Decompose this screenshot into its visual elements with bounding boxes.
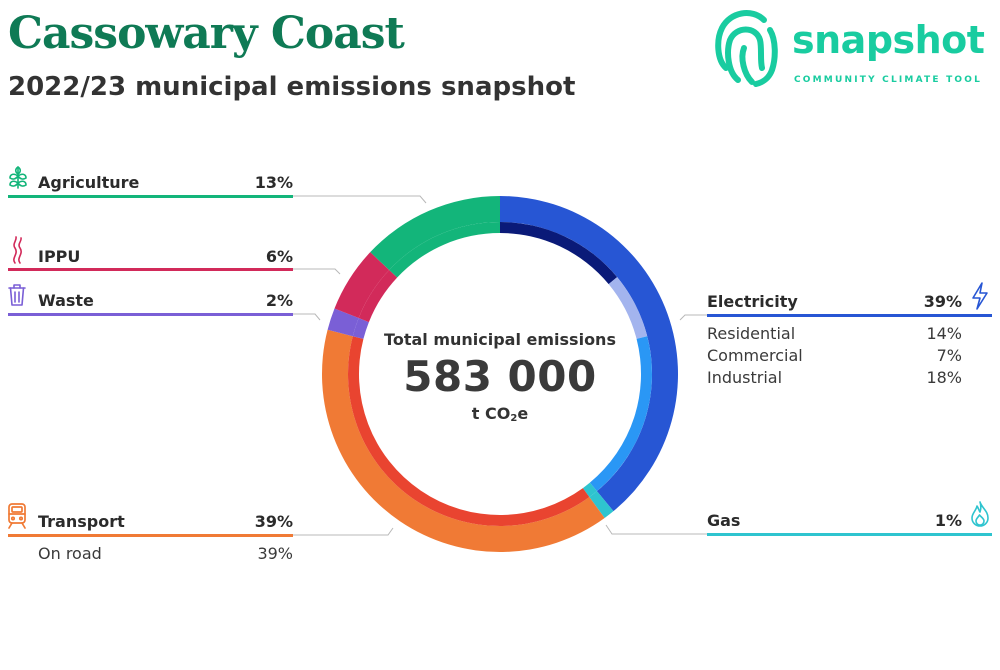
waste-underline — [8, 313, 293, 316]
waste-label: Waste — [38, 291, 94, 310]
agriculture-leader-line — [293, 195, 427, 204]
electricity-underline — [707, 314, 992, 317]
electricity-percent: 39% — [923, 292, 962, 311]
transport-slice-outer — [322, 329, 605, 552]
electricity-label: Electricity — [707, 292, 798, 311]
transport-on-road-percent: 39% — [257, 544, 293, 563]
electricity-leader-line — [679, 314, 707, 321]
electricity-residential-slice-inner — [500, 222, 618, 285]
flame-icon — [971, 501, 989, 527]
electricity-commercial-percent: 7% — [936, 346, 962, 365]
electricity-slice-outer — [500, 196, 679, 512]
ippu-percent: 6% — [265, 247, 293, 266]
gas-slice-outer — [589, 491, 614, 519]
unit-subscript: 2 — [510, 413, 518, 424]
agriculture-slice-inner — [389, 222, 500, 278]
electricity-commercial-slice-inner — [608, 277, 648, 339]
leader-lines — [293, 195, 707, 536]
logo-tagline: COMMUNITY CLIMATE TOOL — [794, 75, 983, 85]
fingerprint-logo-icon — [715, 10, 778, 87]
total-emissions-unit: t CO2e — [360, 404, 640, 424]
electricity-industrial-label: Industrial — [707, 368, 783, 387]
gas-leader-line — [605, 524, 707, 535]
page-title: Cassowary Coast — [8, 8, 405, 59]
gas-slice-inner — [582, 482, 597, 497]
train-icon — [8, 503, 26, 529]
donut-slices — [322, 196, 679, 552]
ippu-label: IPPU — [38, 247, 81, 266]
snapshot-logo: snapshot COMMUNITY CLIMATE TOOL — [712, 0, 1000, 96]
ippu-leader-line — [293, 268, 341, 275]
transport-on-road-label: On road — [38, 544, 102, 563]
electricity-residential-label: Residential — [707, 324, 796, 343]
page-subtitle: 2022/23 municipal emissions snapshot — [8, 72, 576, 102]
transport-label: Transport — [38, 512, 125, 531]
ippu-slice-outer — [334, 252, 390, 319]
ippu-underline — [8, 268, 293, 271]
total-emissions-value: 583 000 — [403, 352, 597, 401]
transport-leader-line — [293, 527, 394, 536]
electricity-residential-percent: 14% — [926, 324, 962, 343]
unit-prefix: t CO — [471, 404, 511, 423]
agriculture-percent: 13% — [254, 173, 293, 192]
electricity-commercial-label: Commercial — [707, 346, 803, 365]
center-title: Total municipal emissions — [384, 330, 616, 349]
ippu-slice-inner — [358, 269, 398, 323]
gas-label: Gas — [707, 511, 741, 530]
agriculture-underline — [8, 195, 293, 198]
agriculture-label: Agriculture — [38, 173, 140, 192]
gas-percent: 1% — [934, 511, 962, 530]
electricity-industrial-slice-inner — [589, 336, 653, 492]
transport-percent: 39% — [254, 512, 293, 531]
smoke-icon — [13, 236, 22, 264]
electricity-industrial-percent: 18% — [926, 368, 962, 387]
lightning-icon — [972, 282, 988, 310]
gas-underline — [707, 533, 992, 536]
waste-slice-inner — [352, 318, 369, 339]
wheat-icon — [9, 166, 27, 189]
trash-bin-icon — [8, 284, 26, 306]
waste-leader-line — [293, 313, 321, 321]
waste-percent: 2% — [265, 291, 293, 310]
transport-underline — [8, 534, 293, 537]
transport-slice-inner — [348, 336, 590, 527]
logo-wordmark: snapshot — [792, 18, 985, 62]
waste-slice-outer — [327, 308, 359, 337]
unit-suffix: e — [517, 404, 529, 423]
agriculture-slice-outer — [370, 196, 500, 270]
